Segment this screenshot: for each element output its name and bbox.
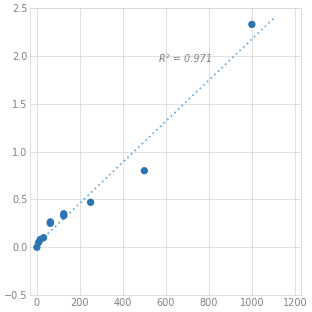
Point — [249, 22, 254, 27]
Point — [38, 237, 43, 242]
Point — [61, 211, 66, 216]
Text: R² = 0.971: R² = 0.971 — [159, 54, 212, 64]
Point — [36, 240, 41, 245]
Point — [34, 245, 39, 250]
Point — [48, 221, 53, 226]
Point — [142, 168, 147, 173]
Point — [48, 219, 53, 224]
Point — [41, 235, 46, 240]
Point — [88, 200, 93, 205]
Point — [61, 213, 66, 218]
